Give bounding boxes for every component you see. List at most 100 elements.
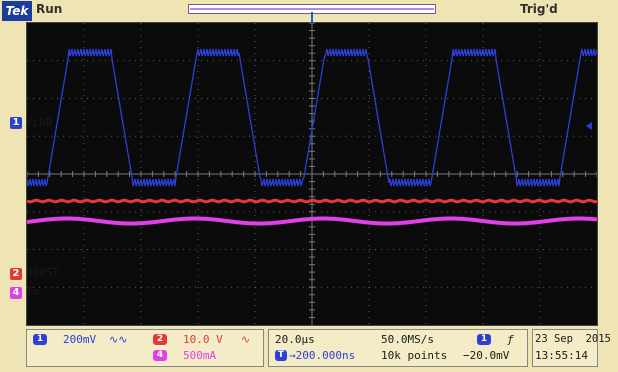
grid-dot (255, 249, 256, 250)
grid-dot (140, 317, 142, 318)
grid-dot (197, 317, 199, 318)
grid-dot (140, 35, 142, 36)
grid-dot (315, 135, 316, 137)
grid-dot (261, 249, 262, 250)
grid-dot (45, 286, 46, 288)
grid-dot (482, 179, 484, 180)
grid-dot (140, 89, 142, 90)
grid-dot (425, 161, 427, 162)
grid-dot (531, 60, 532, 62)
grid-dot (105, 286, 106, 288)
grid-dot (254, 275, 256, 276)
grid-dot (197, 323, 199, 324)
grid-dot (429, 286, 430, 288)
grid-dot (279, 60, 280, 62)
grid-dot (425, 305, 427, 306)
grid-dot (425, 35, 427, 36)
grid-dot (591, 98, 592, 99)
grid-dot (93, 286, 94, 288)
grid-dot (459, 286, 460, 288)
grid-dot (83, 107, 85, 108)
grid-dot (255, 211, 256, 213)
grid-dot (539, 191, 541, 192)
grid-dot (33, 135, 34, 137)
grid-dot (254, 77, 256, 78)
grid-dot (561, 249, 562, 250)
grid-dot (291, 249, 292, 250)
grid-dot (501, 249, 502, 250)
grid-dot (543, 211, 544, 213)
grid-dot (225, 249, 226, 250)
vertical-readout-box[interactable]: 1 200mV ∿∿ 2 10.0 V ∿ 4 500mA (26, 329, 264, 367)
grid-dot (585, 211, 586, 213)
grid-dot (537, 135, 538, 137)
grid-dot (254, 59, 256, 60)
grid-dot (197, 239, 199, 240)
trigger-status: Trig'd (520, 2, 558, 16)
trigger-level-arrow-icon[interactable] (586, 122, 592, 130)
grid-dot (117, 211, 118, 213)
grid-dot (315, 211, 316, 213)
grid-dot (405, 286, 406, 288)
ch2-ground-marker[interactable]: 2 (10, 268, 22, 280)
grid-dot (83, 311, 85, 312)
ch1-ground-marker[interactable]: 1 (10, 117, 22, 129)
grid-dot (83, 71, 85, 72)
grid-dot (368, 143, 370, 144)
grid-dot (357, 249, 358, 250)
grid-dot (393, 249, 394, 250)
grid-dot (507, 249, 508, 250)
grid-dot (83, 149, 85, 150)
grid-dot (254, 281, 256, 282)
grid-dot (254, 185, 256, 186)
grid-dot (363, 286, 364, 288)
grid-dot (513, 60, 514, 62)
grid-dot (495, 60, 496, 62)
grid-dot (482, 71, 484, 72)
grid-dot (51, 211, 52, 213)
grid-dot (539, 35, 541, 36)
grid-dot (147, 98, 148, 99)
grid-dot (525, 211, 526, 213)
grid-dot (254, 41, 256, 42)
grid-dot (83, 245, 85, 246)
grid-dot (207, 98, 208, 99)
grid-dot (197, 251, 199, 252)
grid-dot (291, 211, 292, 213)
grid-dot (147, 211, 148, 213)
grid-dot (255, 98, 256, 99)
grid-dot (99, 286, 100, 288)
grid-dot (197, 293, 199, 294)
grid-dot (197, 203, 199, 204)
grid-dot (447, 135, 448, 137)
grid-dot (83, 251, 85, 252)
grid-dot (315, 286, 316, 288)
horizontal-readout-box[interactable]: 20.0µs T →200.000ns 50.0MS/s 10k points … (268, 329, 528, 367)
grid-dot (549, 60, 550, 62)
grid-dot (567, 60, 568, 62)
grid-dot (231, 135, 232, 137)
grid-dot (368, 77, 370, 78)
grid-dot (197, 299, 199, 300)
grid-dot (363, 211, 364, 213)
grid-dot (140, 233, 142, 234)
grid-dot (477, 249, 478, 250)
grid-dot (539, 263, 541, 264)
grid-dot (57, 135, 58, 137)
grid-dot (261, 98, 262, 99)
grid-dot (140, 47, 142, 48)
grid-dot (369, 135, 370, 137)
grid-dot (471, 249, 472, 250)
grid-dot (405, 60, 406, 62)
grid-dot (141, 135, 142, 137)
grid-dot (254, 89, 256, 90)
grid-dot (177, 135, 178, 137)
grid-dot (140, 53, 142, 54)
grid-dot (254, 53, 256, 54)
grid-dot (83, 161, 85, 162)
grid-dot (339, 98, 340, 99)
ch4-ground-marker[interactable]: 4 (10, 287, 22, 299)
grid-dot (243, 135, 244, 137)
grid-dot (171, 135, 172, 137)
grid-dot (254, 245, 256, 246)
